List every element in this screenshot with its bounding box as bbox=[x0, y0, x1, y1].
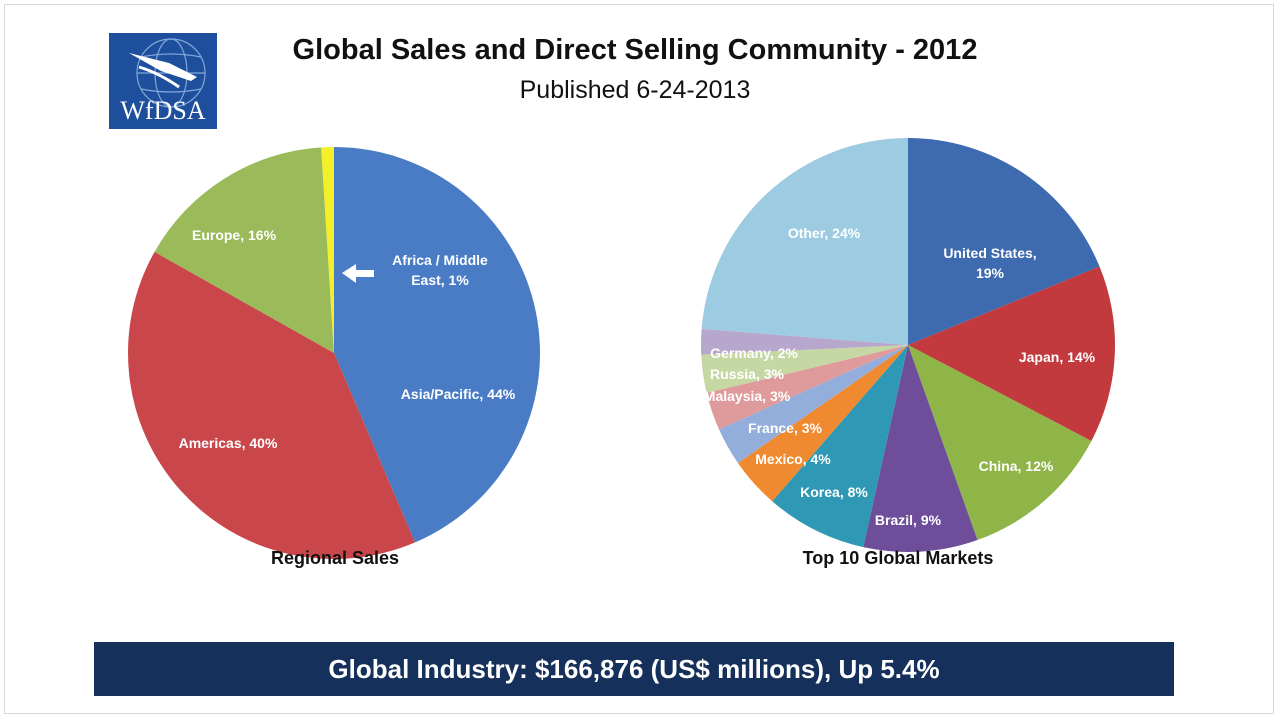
label-mexico: Mexico, 4% bbox=[755, 451, 831, 467]
wfdsa-logo: WfDSA bbox=[109, 33, 217, 129]
regional-sales-pie: Asia/Pacific, 44% Americas, 40% Europe, 16… bbox=[127, 147, 540, 559]
label-malaysia: Malaysia, 3% bbox=[704, 388, 791, 404]
label-korea: Korea, 8% bbox=[800, 484, 868, 500]
market-slice-10 bbox=[701, 138, 908, 345]
market-slice-7 bbox=[706, 345, 908, 430]
logo-background bbox=[109, 33, 217, 129]
top-markets-caption: Top 10 Global Markets bbox=[802, 548, 994, 568]
market-slice-4 bbox=[772, 345, 908, 548]
regional-slice-1 bbox=[127, 251, 416, 559]
global-industry-banner: Global Industry: $166,876 (US$ millions)… bbox=[94, 642, 1174, 696]
label-japan: Japan, 14% bbox=[1019, 349, 1096, 365]
regional-slice-3 bbox=[321, 147, 334, 353]
label-europe: Europe, 16% bbox=[192, 227, 277, 243]
market-slice-2 bbox=[908, 345, 1092, 541]
pie-charts: Asia/Pacific, 44% Americas, 40% Europe, 16… bbox=[127, 138, 1115, 559]
label-france: France, 3% bbox=[748, 420, 822, 436]
market-slice-0 bbox=[908, 138, 1100, 345]
label-other: Other, 24% bbox=[788, 225, 861, 241]
top-markets-pie: United States, 19% Japan, 14% China, 12% Bra… bbox=[701, 138, 1115, 552]
regional-slice-0 bbox=[334, 147, 540, 543]
label-brazil: Brazil, 9% bbox=[875, 512, 942, 528]
market-slice-9 bbox=[701, 328, 908, 355]
label-africa-middle-east: Africa / Middle East, 1% bbox=[392, 252, 488, 288]
label-china: China, 12% bbox=[979, 458, 1054, 474]
regional-slice-2 bbox=[154, 147, 334, 353]
label-asia-pacific: Asia/Pacific, 44% bbox=[401, 386, 516, 402]
page-title: Global Sales and Direct Selling Communit… bbox=[292, 34, 978, 66]
page-subtitle: Published 6-24-2013 bbox=[519, 76, 751, 104]
label-germany: Germany, 2% bbox=[710, 345, 798, 361]
market-slice-6 bbox=[718, 345, 908, 463]
market-slice-8 bbox=[701, 345, 908, 393]
market-slice-5 bbox=[737, 345, 908, 502]
label-united-states: United States, 19% bbox=[943, 245, 1036, 281]
label-russia: Russia, 3% bbox=[710, 366, 784, 382]
market-slice-1 bbox=[908, 266, 1115, 441]
slide-frame bbox=[4, 4, 1274, 714]
logo-wordmark: WfDSA bbox=[120, 96, 205, 125]
arrow-left-icon bbox=[342, 264, 374, 283]
feather-icon bbox=[129, 53, 197, 81]
regional-sales-caption: Regional Sales bbox=[270, 548, 400, 568]
market-slice-3 bbox=[863, 345, 978, 552]
label-americas: Americas, 40% bbox=[179, 435, 278, 451]
